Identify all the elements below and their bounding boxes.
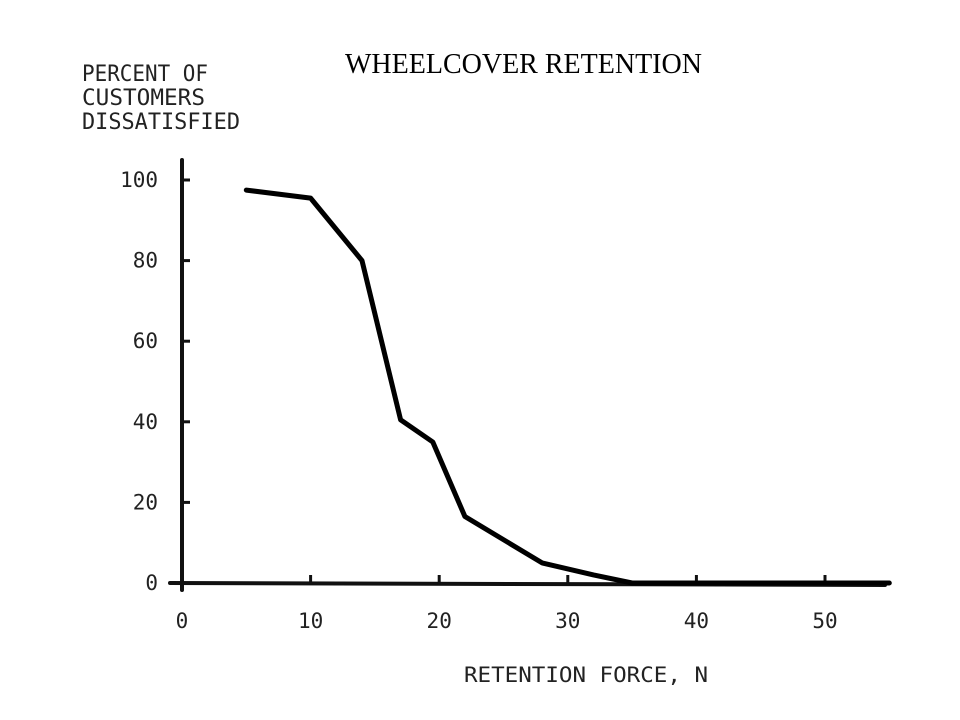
x-tick-label: 30 bbox=[555, 609, 580, 633]
data-point bbox=[431, 440, 435, 444]
y-tick-label: 80 bbox=[133, 249, 158, 273]
data-point bbox=[592, 573, 596, 577]
data-point bbox=[540, 561, 544, 565]
y-tick-label: 100 bbox=[120, 168, 158, 192]
y-axis-label-line: CUSTOMERS bbox=[82, 86, 205, 111]
data-point bbox=[309, 196, 313, 200]
data-point bbox=[399, 418, 403, 422]
series-line bbox=[243, 187, 892, 586]
data-point bbox=[887, 581, 891, 585]
chart-title: WHEELCOVER RETENTION bbox=[345, 49, 702, 80]
x-axis-label: RETENTION FORCE, N bbox=[464, 663, 708, 687]
y-tick-label: 20 bbox=[133, 490, 158, 514]
y-axis-label-line: PERCENT OF bbox=[82, 62, 208, 87]
x-tick-label: 50 bbox=[812, 609, 837, 633]
x-tick-label: 0 bbox=[176, 609, 189, 633]
x-tick-label: 20 bbox=[427, 609, 452, 633]
data-point bbox=[360, 259, 364, 263]
y-tick-label: 40 bbox=[133, 410, 158, 434]
data-point bbox=[244, 188, 248, 192]
data-point bbox=[630, 581, 634, 585]
data-point bbox=[463, 515, 467, 519]
y-tick-label: 60 bbox=[133, 329, 158, 353]
y-axis-label-line: DISSATISFIED bbox=[82, 110, 240, 135]
x-tick-label: 10 bbox=[298, 609, 323, 633]
x-tick-label: 40 bbox=[684, 609, 709, 633]
y-tick-label: 0 bbox=[145, 571, 158, 595]
